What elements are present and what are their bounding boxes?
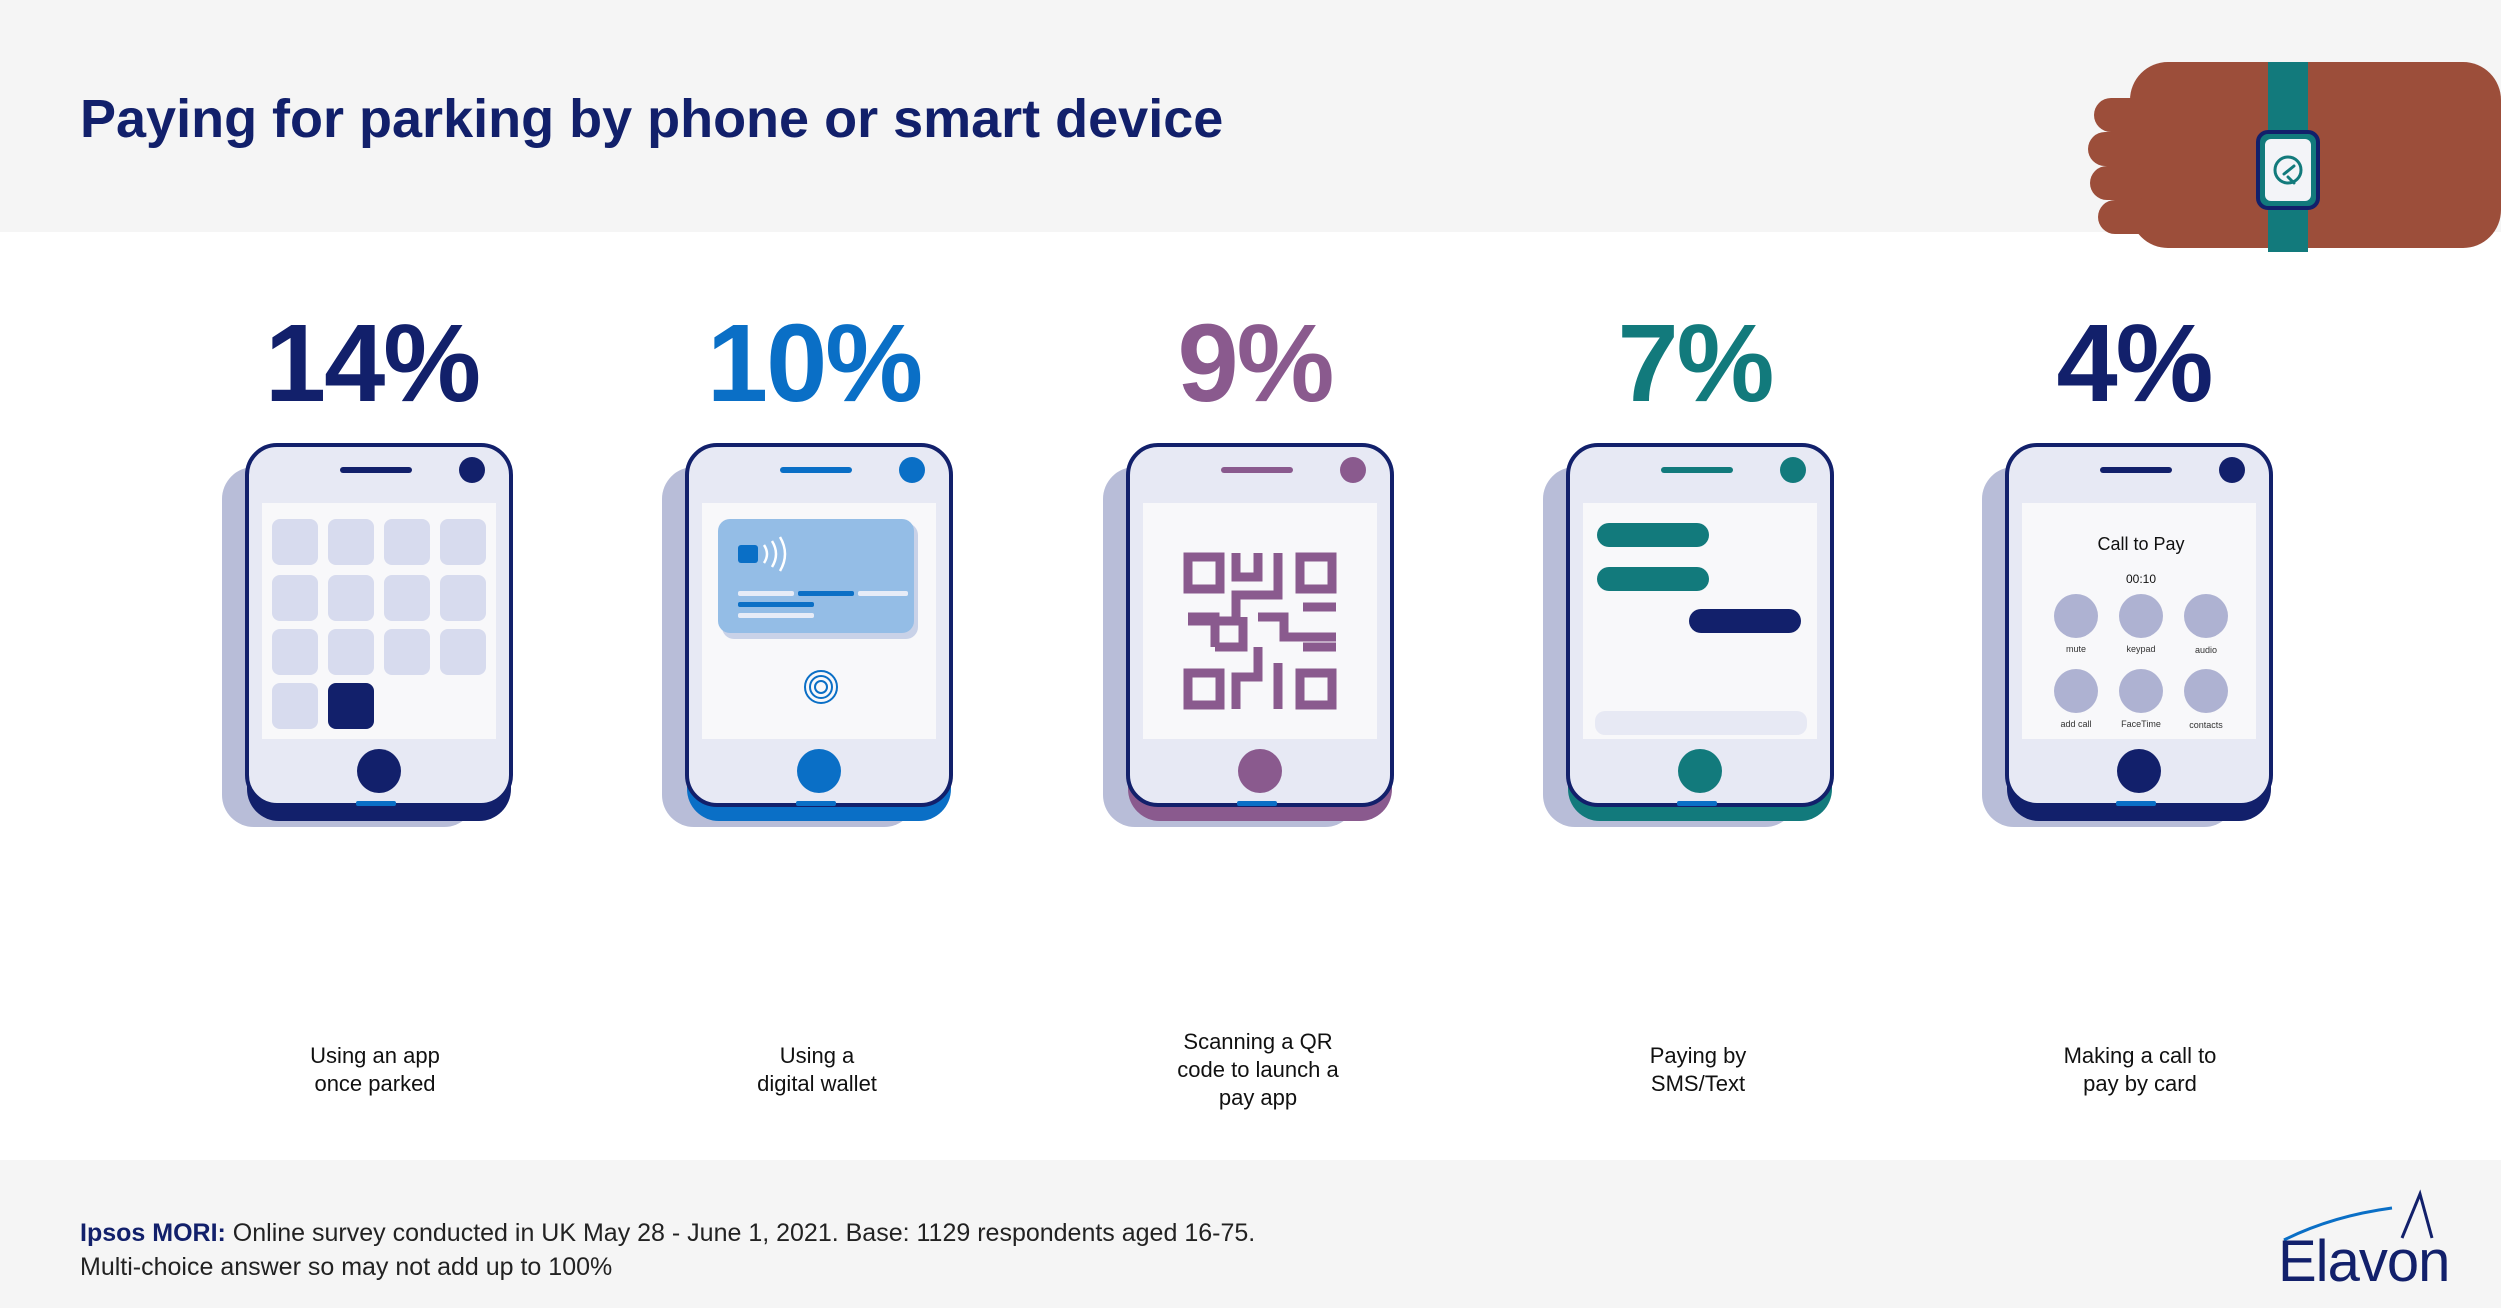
percent-sms: 7%	[1617, 302, 1775, 425]
call-btn-keypad: keypad	[2126, 644, 2155, 654]
label-app-line1: Using an app	[310, 1043, 440, 1068]
label-qr-line2: code to launch a	[1177, 1057, 1339, 1082]
elavon-swoosh-icon	[2283, 1189, 2434, 1242]
label-wallet-line2: digital wallet	[757, 1071, 877, 1096]
percent-call: 4%	[2056, 302, 2214, 425]
call-btn-add-call: add call	[2060, 719, 2091, 729]
call-title: Call to Pay	[2097, 534, 2184, 554]
call-btn-contacts: contacts	[2189, 720, 2223, 730]
percent-wallet: 10%	[706, 302, 923, 425]
phone-app-grid-icon	[222, 443, 513, 827]
label-wallet: Using a digital wallet	[667, 1042, 967, 1098]
label-sms: Paying by SMS/Text	[1548, 1042, 1848, 1098]
infographic-area: 14% Using an app once parked 10%	[0, 232, 2501, 1160]
smartwatch-hand-illustration	[2088, 62, 2501, 252]
label-qr-line1: Scanning a QR	[1183, 1029, 1333, 1054]
label-sms-line1: Paying by	[1649, 1043, 1747, 1068]
footer-band: Ipsos MORI: Online survey conducted in U…	[0, 1160, 2501, 1308]
phone-digital-wallet-icon	[662, 443, 953, 827]
call-btn-facetime: FaceTime	[2121, 719, 2161, 729]
source-note: Ipsos MORI: Online survey conducted in U…	[80, 1216, 1255, 1284]
label-sms-line2: SMS/Text	[1650, 1071, 1746, 1096]
percent-qr: 9%	[1177, 302, 1335, 425]
label-qr-line3: pay app	[1218, 1085, 1298, 1110]
label-call-line2: pay by card	[2083, 1071, 2197, 1096]
source-line1: Online survey conducted in UK May 28 - J…	[225, 1219, 1256, 1247]
label-qr: Scanning a QR code to launch a pay app	[1108, 1028, 1408, 1112]
phone-call-screen-icon: Call to Pay 00:10 mute keypad audio add …	[1982, 443, 2273, 827]
header-band: Paying for parking by phone or smart dev…	[0, 0, 2501, 252]
source-line2: Multi-choice answer so may not add up to…	[80, 1253, 613, 1281]
label-app: Using an app once parked	[225, 1042, 525, 1098]
label-call-line1: Making a call to	[2063, 1043, 2217, 1068]
label-app-line2: once parked	[314, 1071, 436, 1096]
call-btn-mute: mute	[2066, 644, 2086, 654]
call-btn-audio: audio	[2195, 645, 2217, 655]
percent-app: 14%	[264, 302, 481, 425]
brand-name: Elavon	[2278, 1229, 2450, 1294]
page-title: Paying for parking by phone or smart dev…	[80, 89, 1224, 149]
source-org: Ipsos MORI:	[80, 1219, 226, 1247]
phone-qr-code-icon	[1103, 443, 1394, 827]
label-call: Making a call to pay by card	[1990, 1042, 2290, 1098]
call-timer: 00:10	[2126, 572, 2156, 586]
elavon-logo: Elavon	[2272, 1186, 2472, 1296]
label-wallet-line1: Using a	[779, 1043, 855, 1068]
phone-sms-chat-icon	[1543, 443, 1834, 827]
